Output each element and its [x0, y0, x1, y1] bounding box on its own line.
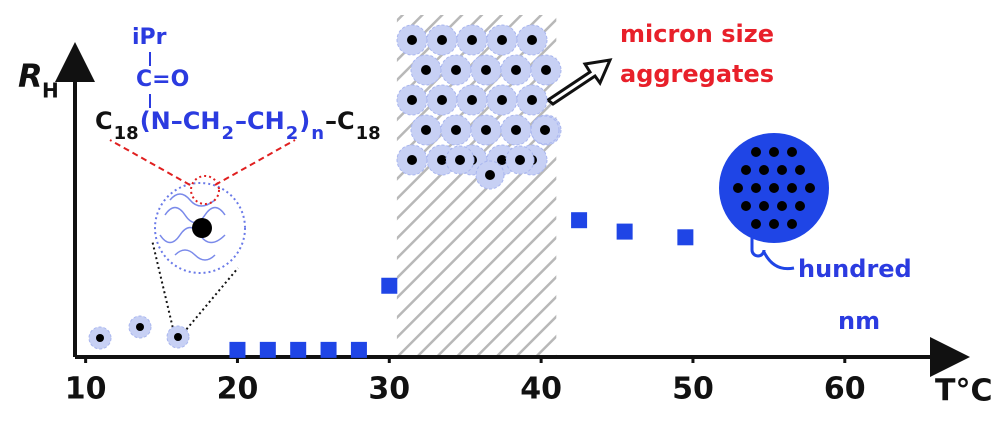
aggregate-core — [787, 147, 797, 157]
aggregate-core — [751, 147, 761, 157]
formula-part: ) — [299, 107, 310, 135]
aggregate-core — [787, 183, 797, 193]
illustrations — [88, 24, 829, 350]
micelle-core — [96, 334, 104, 342]
micelle-core — [467, 35, 477, 45]
data-point — [229, 341, 246, 358]
micelle-core — [467, 95, 477, 105]
y-label: R — [18, 57, 43, 95]
micelle-core — [541, 65, 551, 75]
formula-part: 18 — [356, 123, 381, 144]
aggregate-core — [777, 201, 787, 211]
formula-part: –C — [325, 107, 355, 135]
formula-part: 18 — [114, 123, 139, 144]
aggregate-core — [741, 165, 751, 175]
pointer — [750, 236, 795, 271]
micelle-core — [407, 35, 417, 45]
zoom-line — [109, 139, 191, 186]
data-point — [677, 229, 694, 246]
aggregate-core — [795, 201, 805, 211]
aggregate-core — [769, 183, 779, 193]
aggregate-core — [795, 165, 805, 175]
micelle-core — [451, 65, 461, 75]
aggregate-core — [777, 165, 787, 175]
x-label: T°C — [935, 374, 992, 409]
micelle-core — [407, 95, 417, 105]
pointer-arrow — [545, 58, 613, 106]
formula-part: –CH — [235, 107, 285, 135]
aggregate-core — [751, 183, 761, 193]
data-point — [259, 341, 276, 358]
micelle-core — [511, 125, 521, 135]
micelle-core — [407, 155, 417, 165]
micelle-core — [527, 35, 537, 45]
micelle-core — [174, 333, 182, 341]
data-point — [381, 277, 398, 294]
micelle-core — [497, 35, 507, 45]
formula-carbonyl: C=O — [136, 67, 189, 92]
data-point — [571, 212, 588, 229]
micelle-core — [451, 125, 461, 135]
x-tick-label: 30 — [368, 372, 410, 407]
aggregate-core — [759, 165, 769, 175]
x-tick-label: 40 — [520, 372, 562, 407]
x-tick-label: 50 — [672, 372, 714, 407]
micelle-core — [485, 170, 495, 180]
formula-side: iPr — [132, 25, 167, 50]
x-tick-label: 10 — [65, 372, 107, 407]
formula-part: 2 — [221, 123, 234, 144]
formula-part: 2 — [286, 123, 299, 144]
zoom-circle — [190, 175, 220, 205]
micelle-core — [540, 125, 550, 135]
annotation: nm — [838, 307, 880, 335]
micelle-core — [497, 155, 507, 165]
formula: C 18 (N–CH 2 –CH 2) n –C 18 — [95, 107, 381, 144]
formula-part: n — [311, 123, 324, 144]
data-point — [290, 341, 307, 358]
x-tick-label: 20 — [217, 372, 259, 407]
annotation: micron size — [620, 20, 774, 48]
formula-part: C — [95, 107, 113, 135]
x-tick-label: 60 — [824, 372, 866, 407]
annotation: hundred — [798, 255, 912, 283]
micelle-core — [511, 65, 521, 75]
zoom-line — [151, 239, 176, 338]
micelle-core — [481, 125, 491, 135]
micelle-core — [421, 125, 431, 135]
annotation: aggregates — [620, 60, 774, 88]
micelle-core — [437, 95, 447, 105]
aggregate-core — [787, 219, 797, 229]
zoom-line — [179, 267, 239, 338]
micelle-core — [437, 155, 447, 165]
micelle-core — [136, 323, 144, 331]
aggregate-core — [769, 147, 779, 157]
aggregate-core — [741, 201, 751, 211]
formula-part: (N–CH — [140, 107, 221, 135]
data-point — [616, 223, 633, 240]
data-point — [350, 341, 367, 358]
aggregate-core — [759, 201, 769, 211]
micelle-core — [497, 95, 507, 105]
micelle-core — [421, 65, 431, 75]
aggregate-core — [733, 183, 743, 193]
micelle-core — [527, 95, 537, 105]
aggregate-core — [769, 219, 779, 229]
core — [192, 218, 212, 238]
micelle-core — [481, 65, 491, 75]
micelle-core — [455, 155, 465, 165]
micelle-core — [515, 155, 525, 165]
data-point — [320, 341, 337, 358]
aggregate-core — [805, 183, 815, 193]
zoom-line — [214, 139, 296, 186]
micelle-core — [437, 35, 447, 45]
aggregate-core — [751, 219, 761, 229]
y-label-sub: H — [42, 79, 59, 103]
